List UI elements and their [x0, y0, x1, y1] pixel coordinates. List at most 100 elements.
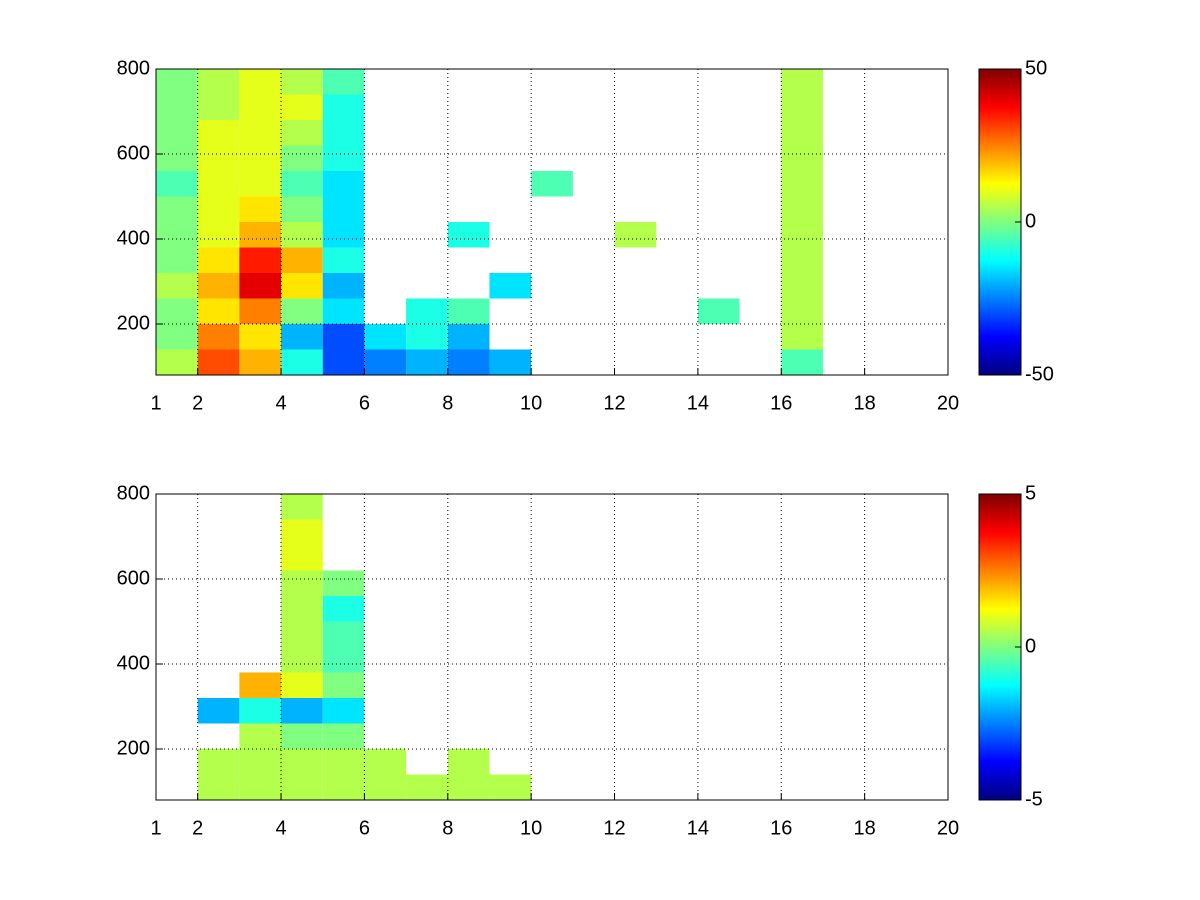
colorbar	[978, 493, 1022, 801]
heatmap-cell	[197, 247, 240, 273]
heatmap-cell	[156, 94, 198, 120]
heatmap-cell	[197, 94, 240, 120]
axes-box	[155, 68, 949, 376]
heatmap-cell	[281, 94, 323, 120]
heatmap-cell	[406, 774, 448, 800]
heatmap-cell	[364, 774, 407, 800]
heatmap-cell	[322, 647, 365, 673]
heatmap-cell	[281, 247, 323, 273]
colorbar-tick-label: 5	[1025, 482, 1036, 504]
heatmap-cell	[197, 749, 240, 775]
axes-box	[155, 493, 949, 801]
heatmap-cell	[531, 171, 573, 197]
heatmap-cell	[322, 120, 365, 146]
heatmap-cell	[322, 222, 365, 248]
heatmap-cell	[781, 349, 823, 375]
heatmap-cell	[614, 222, 657, 248]
x-tick-label: 8	[442, 392, 453, 414]
heatmap-cell	[156, 298, 198, 324]
heatmap-cell	[281, 273, 323, 299]
heatmap-cell	[781, 69, 823, 95]
heatmap-cell	[781, 273, 823, 299]
heatmap-cell	[239, 723, 282, 749]
heatmap-cell	[197, 298, 240, 324]
heatmap-cell	[281, 324, 323, 350]
heatmap-cell	[197, 196, 240, 222]
heatmap-cell	[239, 672, 282, 698]
heatmap-cell	[322, 672, 365, 698]
colorbar-tick-label: 50	[1025, 57, 1047, 79]
x-tick-label: 16	[770, 392, 792, 414]
heatmap-cell	[281, 774, 323, 800]
heatmap-cell	[156, 69, 198, 95]
x-tick-label: 4	[275, 392, 286, 414]
heatmap-cell	[447, 222, 490, 248]
heatmap-cell	[322, 298, 365, 324]
heatmap-cell	[781, 222, 823, 248]
heatmap-cell	[281, 545, 323, 571]
heatmap-cell	[447, 749, 490, 775]
heatmap-cell	[156, 145, 198, 171]
heatmap-cell	[406, 298, 448, 324]
heatmap-cell	[781, 247, 823, 273]
heatmap-cell	[239, 273, 282, 299]
heatmap-cells	[156, 69, 823, 375]
heatmap-cell	[322, 621, 365, 647]
y-tick-label: 400	[117, 652, 150, 674]
heatmap-cell	[322, 247, 365, 273]
heatmap-cell	[156, 222, 198, 248]
x-tick-label: 20	[937, 392, 959, 414]
heatmap-cell	[447, 349, 490, 375]
heatmap-cell	[322, 570, 365, 596]
heatmap-cell	[197, 69, 240, 95]
heatmap-cells	[197, 494, 532, 800]
heatmap-cell	[239, 145, 282, 171]
heatmap-cell	[239, 69, 282, 95]
heatmap-cell	[156, 120, 198, 146]
heatmap-cell	[322, 196, 365, 222]
heatmap-cell	[489, 349, 532, 375]
heatmap-cell	[406, 349, 448, 375]
colorbar-tick-label: 0	[1025, 210, 1036, 232]
x-tick-label: 2	[192, 817, 203, 839]
heatmap-cell	[156, 196, 198, 222]
heatmap-cell	[281, 596, 323, 622]
colorbar-tick-label: -5	[1025, 788, 1043, 810]
heatmap-cell	[322, 596, 365, 622]
heatmap-cell	[322, 273, 365, 299]
heatmap-cell	[281, 570, 323, 596]
heatmap-cell	[364, 749, 407, 775]
heatmap-cell	[239, 324, 282, 350]
x-tick-label: 12	[603, 817, 625, 839]
heatmap-cell	[281, 171, 323, 197]
heatmap-cell	[281, 621, 323, 647]
heatmap-cell	[364, 324, 407, 350]
x-tick-label: 6	[359, 817, 370, 839]
heatmap-cell	[239, 698, 282, 724]
heatmap-cell	[781, 298, 823, 324]
heatmap-cell	[781, 94, 823, 120]
y-tick-label: 600	[117, 567, 150, 589]
heatmap-cell	[281, 723, 323, 749]
heatmap-cell	[322, 94, 365, 120]
heatmap-cell	[281, 222, 323, 248]
heatmap-cell	[281, 145, 323, 171]
heatmap-cell	[156, 247, 198, 273]
x-tick-label: 18	[854, 817, 876, 839]
heatmap-cell	[281, 494, 323, 520]
heatmap-cell	[197, 145, 240, 171]
colorbar	[978, 68, 1022, 376]
heatmap-cell	[447, 324, 490, 350]
heatmap-cell	[197, 171, 240, 197]
heatmap-cell	[322, 145, 365, 171]
heatmap-cell	[156, 324, 198, 350]
x-tick-label: 2	[192, 392, 203, 414]
heatmap-cell	[197, 324, 240, 350]
x-tick-label: 18	[854, 392, 876, 414]
heatmap-cell	[322, 324, 365, 350]
heatmap-cell	[197, 222, 240, 248]
heatmap-cell	[197, 120, 240, 146]
heatmap-cell	[281, 672, 323, 698]
heatmap-cell	[281, 298, 323, 324]
heatmap-cell	[239, 171, 282, 197]
